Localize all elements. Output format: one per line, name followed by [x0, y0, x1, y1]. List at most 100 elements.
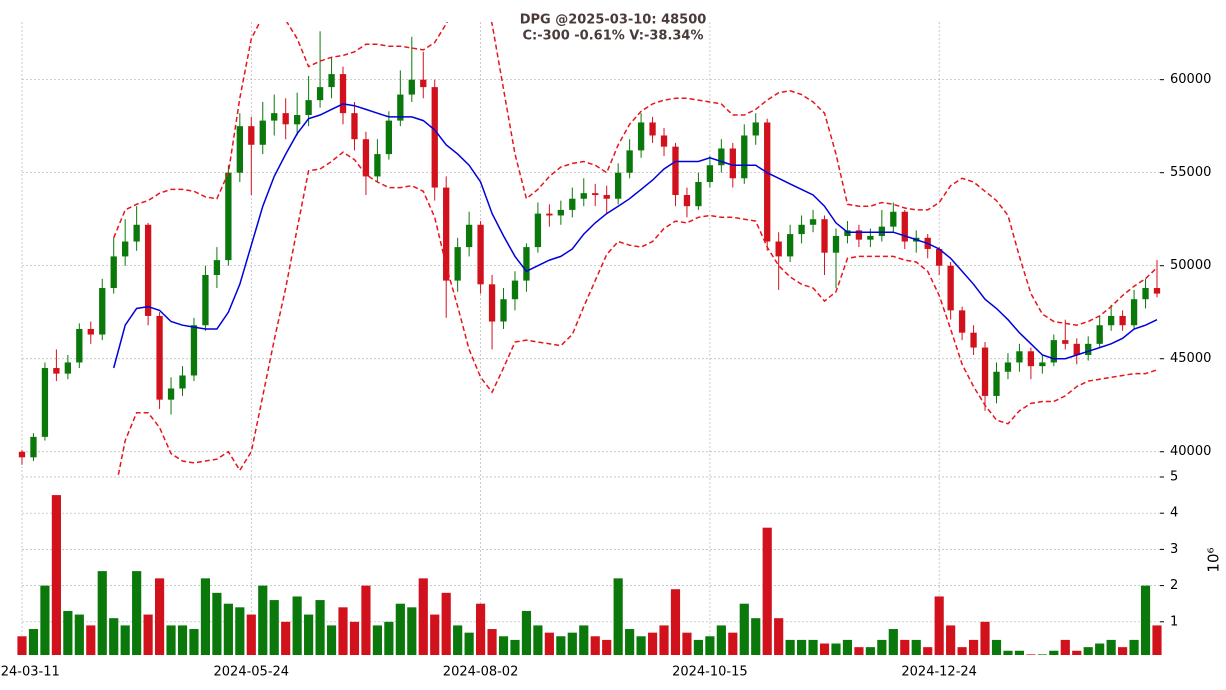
- volume-bar: [349, 621, 360, 655]
- volume-bar: [326, 625, 337, 655]
- y-tick-label: 50000: [1170, 258, 1211, 273]
- volume-bar: [923, 647, 933, 655]
- candle-body: [660, 135, 668, 147]
- volume-bar: [338, 607, 348, 655]
- volume-bar: [819, 643, 830, 655]
- candle-body: [454, 247, 461, 281]
- volume-bar: [774, 618, 784, 655]
- volume-bar: [934, 596, 944, 655]
- candle-body: [99, 288, 106, 335]
- volume-bar: [1083, 647, 1093, 655]
- candle-body: [603, 195, 610, 199]
- candle-body: [592, 193, 599, 196]
- volume-bar: [911, 639, 921, 655]
- volume-bar: [235, 607, 245, 655]
- candle-body: [695, 181, 702, 207]
- volume-bar: [384, 621, 394, 655]
- volume-bar: [900, 639, 910, 655]
- candle-body: [523, 247, 530, 281]
- candle-body: [133, 224, 140, 242]
- volume-bar: [430, 614, 440, 655]
- volume-bar: [670, 589, 681, 655]
- volume-bar: [177, 625, 188, 655]
- candle-body: [408, 79, 415, 95]
- candle-body: [87, 328, 94, 335]
- volume-bar: [1049, 650, 1059, 655]
- candle-body: [167, 388, 175, 400]
- volume-bar: [418, 578, 428, 655]
- volume-bar: [991, 639, 1002, 655]
- candle-body: [844, 230, 851, 236]
- volume-bar: [1026, 654, 1036, 655]
- candle-body: [878, 226, 886, 236]
- candle-body: [1153, 288, 1161, 294]
- candle-body: [764, 122, 771, 242]
- volume-bar: [785, 639, 795, 655]
- volume-bar: [28, 629, 39, 655]
- volume-bar: [212, 592, 222, 655]
- volume-bar: [1129, 639, 1139, 655]
- chart-title: DPG @2025-03-10: 48500: [520, 13, 707, 28]
- volume-bar: [751, 618, 761, 655]
- x-tick-label: 2024-12-24: [901, 665, 977, 680]
- candle-body: [202, 275, 209, 326]
- volume-bar: [510, 639, 520, 655]
- candle-body: [637, 122, 645, 151]
- candle-body: [890, 211, 897, 227]
- volume-bar: [556, 636, 566, 655]
- x-tick-label: 2024-10-15: [672, 665, 748, 680]
- candle-body: [76, 328, 83, 363]
- candle-body: [855, 230, 863, 240]
- candle-body: [420, 79, 427, 88]
- candle-body: [18, 451, 26, 458]
- candle-body: [110, 256, 117, 289]
- volume-tick-label: 2: [1170, 578, 1178, 593]
- candle-body: [477, 224, 484, 285]
- candle-body: [981, 347, 989, 396]
- volume-bar: [109, 618, 119, 655]
- volume-bar: [453, 625, 463, 655]
- volume-bar: [166, 625, 176, 655]
- volume-bar: [659, 625, 669, 655]
- y-tick-label: 55000: [1170, 165, 1211, 180]
- candle-body: [1027, 351, 1035, 367]
- volume-bar: [17, 636, 27, 655]
- candle-body: [1142, 288, 1149, 300]
- volume-tick-label: 5: [1170, 470, 1178, 485]
- volume-bar: [854, 647, 864, 655]
- volume-bar: [464, 632, 474, 655]
- volume-bar: [579, 625, 589, 655]
- candle-body: [339, 74, 347, 114]
- price-panel: [18, 22, 1161, 475]
- candle-body: [465, 224, 473, 248]
- volume-bar: [980, 621, 990, 655]
- volume-bar: [625, 629, 635, 655]
- candle-body: [1016, 351, 1023, 363]
- candle-body: [936, 248, 943, 266]
- volume-bar: [693, 639, 703, 655]
- volume-panel: [17, 495, 1162, 655]
- candle-body: [557, 209, 564, 216]
- volume-bar: [957, 647, 967, 655]
- volume-bar: [315, 600, 325, 655]
- x-tick-label: 2024-05-24: [214, 665, 290, 680]
- volume-bar: [647, 632, 658, 655]
- candle-body: [809, 219, 817, 225]
- candle-body: [832, 235, 840, 253]
- candle-body: [649, 122, 656, 136]
- x-tick-label: 2024-08-02: [443, 665, 519, 680]
- candle-body: [569, 198, 576, 210]
- candle-body: [30, 436, 37, 458]
- candle-body: [190, 325, 198, 376]
- candle-body: [431, 87, 438, 188]
- volume-bar: [544, 632, 554, 655]
- candle-body: [397, 94, 404, 121]
- volume-bar: [831, 643, 841, 655]
- candle-body: [328, 74, 335, 88]
- candle-body: [1050, 340, 1057, 363]
- volume-bar: [407, 607, 417, 655]
- candle-body: [821, 219, 828, 253]
- volume-bar: [143, 614, 153, 655]
- candle-body: [970, 332, 977, 348]
